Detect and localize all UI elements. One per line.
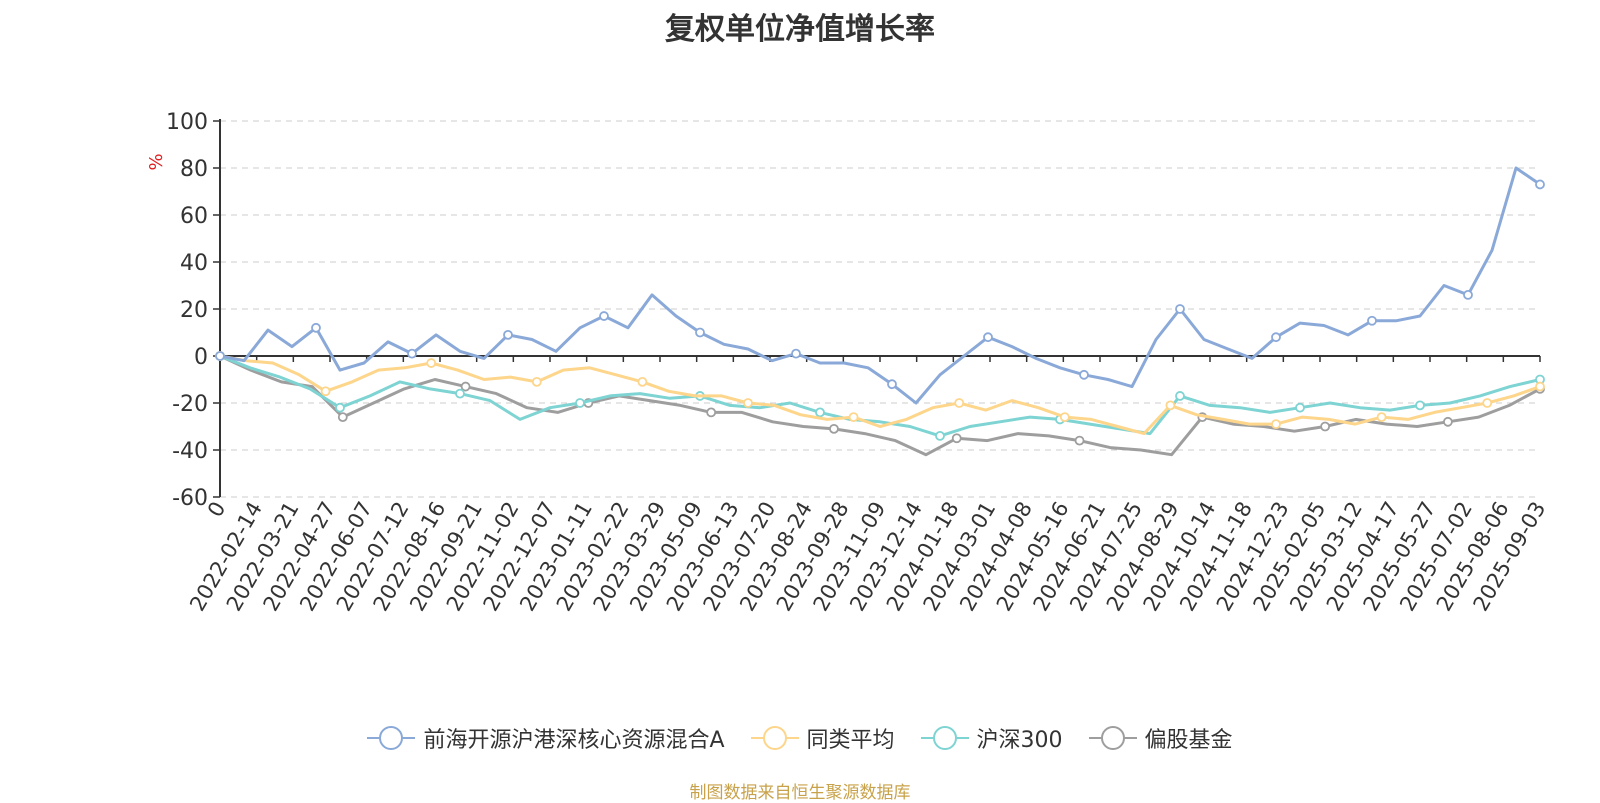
legend-label: 前海开源沪港深核心资源混合A (423, 728, 725, 753)
series-point (1074, 435, 1085, 446)
series-group (215, 351, 1545, 441)
series-point (848, 412, 859, 423)
series-point (1165, 400, 1176, 411)
legend-item[interactable]: 沪深300 (920, 722, 1063, 754)
series-point (215, 351, 225, 361)
series-line (219, 354, 1541, 436)
y-axis-unit-label: % (146, 153, 167, 170)
series-point (460, 381, 471, 392)
series-group (215, 351, 1545, 436)
series-point (311, 322, 321, 333)
legend-swatch-icon (367, 726, 416, 750)
series-point (829, 423, 839, 434)
series-point (320, 386, 331, 397)
series-point (983, 332, 993, 343)
series-point (1295, 402, 1305, 413)
series-point (1059, 412, 1070, 423)
legend: 前海开源沪港深核心资源混合A 同类平均 沪深300 偏股基金 (0, 720, 1600, 756)
series-point (706, 407, 717, 418)
legend-swatch-icon (1088, 726, 1137, 750)
legend-item[interactable]: 前海开源沪港深核心资源混合A (367, 722, 725, 754)
series-point (531, 376, 542, 387)
series-point (1443, 416, 1453, 427)
series-point (695, 327, 705, 338)
source-note: 制图数据来自恒生聚源数据库 (689, 783, 911, 803)
series-point (637, 376, 648, 387)
series-point (815, 407, 825, 418)
y-tick-label: 60 (180, 204, 208, 229)
series-point (575, 398, 585, 408)
series-point (1482, 398, 1493, 408)
chart-title: 复权单位净值增长率 (665, 12, 935, 47)
series-point (337, 412, 348, 423)
series-point (407, 348, 417, 359)
series-point (887, 379, 897, 390)
series-point (503, 329, 513, 340)
series-point (1376, 412, 1387, 423)
legend-label: 沪深300 (976, 728, 1063, 753)
series-point (954, 398, 965, 408)
y-tick-label: 40 (180, 251, 208, 276)
y-tick-label: 0 (194, 345, 208, 370)
series-point (743, 398, 753, 408)
y-tick-label: 80 (180, 157, 208, 182)
series-point (1367, 315, 1377, 326)
legend-label: 偏股基金 (1144, 728, 1233, 753)
series-point (1463, 289, 1473, 300)
series-point (1175, 304, 1185, 314)
series-point (426, 358, 437, 368)
series-layer (215, 166, 1545, 457)
axis-layer: 100806040200-20-40-6002022-02-142022-03-… (166, 110, 1550, 615)
y-tick-label: 20 (180, 298, 208, 323)
series-point (935, 430, 945, 441)
series-point (599, 311, 609, 321)
series-point (335, 402, 345, 413)
series-point (1271, 419, 1281, 430)
legend-item[interactable]: 偏股基金 (1088, 722, 1233, 754)
series-point (1079, 369, 1089, 380)
series-point (1415, 400, 1425, 411)
series-point (951, 433, 962, 444)
series-line (219, 354, 1541, 438)
y-tick-label: -60 (172, 486, 208, 511)
series-point (1175, 391, 1185, 401)
series-point (1320, 421, 1331, 432)
x-tick-label: 0 (203, 498, 230, 522)
series-line (219, 354, 1541, 457)
grid-layer (220, 120, 1540, 498)
series-point (455, 388, 465, 399)
y-tick-label: -40 (172, 439, 208, 464)
series-point (1535, 381, 1545, 392)
legend-swatch-icon (920, 726, 969, 750)
series-point (1271, 332, 1281, 343)
series-group (215, 166, 1545, 405)
legend-swatch-icon (750, 726, 799, 750)
series-point (1535, 179, 1545, 190)
legend-label: 同类平均 (806, 728, 895, 753)
legend-item[interactable]: 同类平均 (750, 722, 895, 754)
series-point (791, 348, 801, 359)
y-tick-label: 100 (166, 110, 208, 135)
y-tick-label: -20 (172, 392, 208, 417)
series-line (219, 166, 1541, 405)
